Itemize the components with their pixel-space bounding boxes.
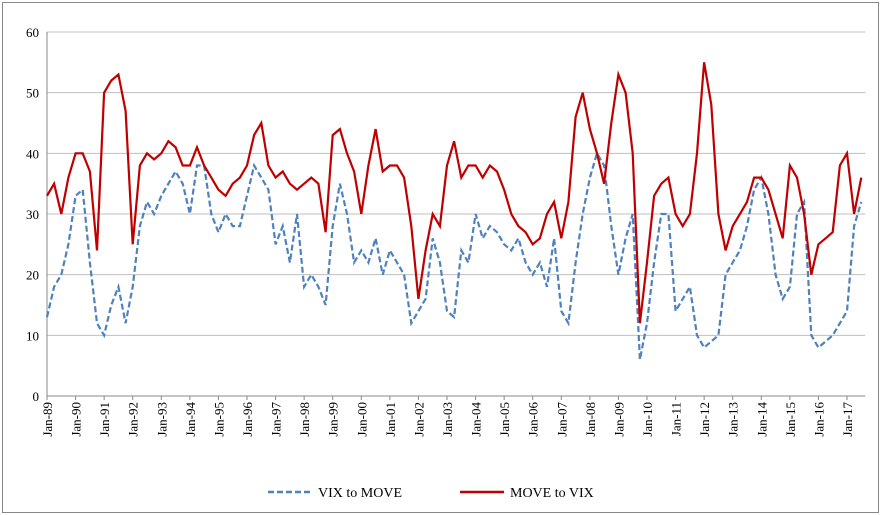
x-tick-label: Jan-12 [697,402,712,437]
series-line [46,62,863,324]
x-tick-label: Jan-99 [326,402,341,437]
x-tick-label: Jan-17 [840,402,855,437]
y-tick-label: 20 [26,268,39,283]
x-tick-label: Jan-11 [669,402,684,436]
legend-label: VIX to MOVE [318,486,402,501]
x-tick-label: Jan-09 [611,402,626,437]
x-tick-label: Jan-98 [297,402,312,437]
x-tick-label: Jan-95 [211,402,226,437]
x-tick-label: Jan-08 [583,402,598,437]
y-tick-label: 30 [26,207,39,222]
y-tick-label: 10 [26,328,39,343]
x-tick-label: Jan-89 [40,402,55,437]
x-tick-label: Jan-94 [183,402,198,437]
x-tick-label: Jan-07 [554,402,569,437]
x-tick-label: Jan-92 [126,402,141,437]
y-tick-label: 60 [26,25,39,40]
x-tick-label: Jan-01 [383,402,398,437]
x-tick-label: Jan-03 [440,402,455,437]
x-tick-label: Jan-97 [269,402,284,437]
x-tick-label: Jan-04 [469,402,484,437]
x-tick-label: Jan-14 [754,402,769,437]
x-tick-label: Jan-10 [640,402,655,437]
x-tick-label: Jan-90 [69,402,84,437]
x-tick-label: Jan-13 [726,402,741,437]
x-tick-label: Jan-06 [526,402,541,437]
x-tick-label: Jan-00 [354,402,369,437]
legend-label: MOVE to VIX [510,486,594,501]
x-tick-label: Jan-96 [240,402,255,437]
x-tick-label: Jan-91 [97,402,112,437]
x-tick-label: Jan-15 [783,402,798,437]
series-line [45,150,863,360]
y-tick-label: 50 [26,86,39,101]
y-tick-label: 40 [26,146,39,161]
y-tick-label: 0 [33,389,40,404]
x-tick-label: Jan-93 [154,402,169,437]
x-tick-label: Jan-05 [497,402,512,437]
x-tick-label: Jan-16 [811,402,826,437]
x-tick-label: Jan-02 [411,402,426,437]
